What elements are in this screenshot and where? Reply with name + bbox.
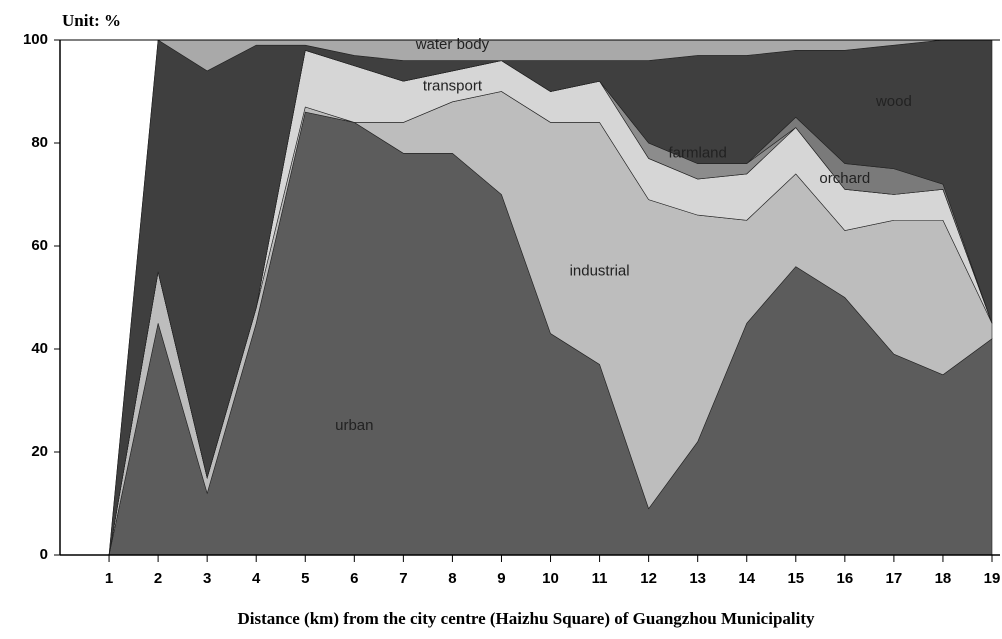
series-label: urban [335, 417, 373, 434]
y-tick-label: 20 [31, 443, 48, 460]
y-tick-label: 0 [40, 546, 48, 563]
x-tick-label: 1 [105, 570, 113, 587]
x-axis-label: Distance (km) from the city centre (Haiz… [237, 609, 815, 628]
x-tick-label: 17 [886, 570, 903, 587]
x-tick-label: 8 [448, 570, 456, 587]
x-tick-label: 11 [592, 570, 608, 587]
x-tick-label: 16 [836, 570, 853, 587]
series-label: water body [415, 36, 490, 53]
series-label: wood [875, 93, 912, 110]
x-tick-label: 5 [301, 570, 309, 587]
series-label: industrial [570, 263, 630, 280]
x-tick-label: 18 [935, 570, 952, 587]
x-tick-label: 12 [640, 570, 657, 587]
x-tick-label: 4 [252, 570, 261, 587]
y-tick-label: 80 [31, 134, 48, 151]
series-label: farmland [669, 144, 727, 161]
x-tick-label: 19 [984, 570, 1001, 587]
x-tick-label: 3 [203, 570, 211, 587]
series-label: orchard [819, 170, 870, 187]
y-tick-label: 100 [23, 31, 48, 48]
x-tick-label: 7 [399, 570, 407, 587]
x-tick-label: 10 [542, 570, 559, 587]
chart-title: Unit: % [62, 11, 121, 30]
series-label: transport [423, 77, 483, 94]
x-tick-label: 14 [738, 570, 755, 587]
x-tick-label: 2 [154, 570, 162, 587]
y-tick-label: 40 [31, 340, 48, 357]
x-tick-label: 13 [689, 570, 706, 587]
x-tick-label: 15 [787, 570, 804, 587]
x-tick-label: 9 [497, 570, 505, 587]
x-tick-label: 6 [350, 570, 358, 587]
y-tick-label: 60 [31, 237, 48, 254]
